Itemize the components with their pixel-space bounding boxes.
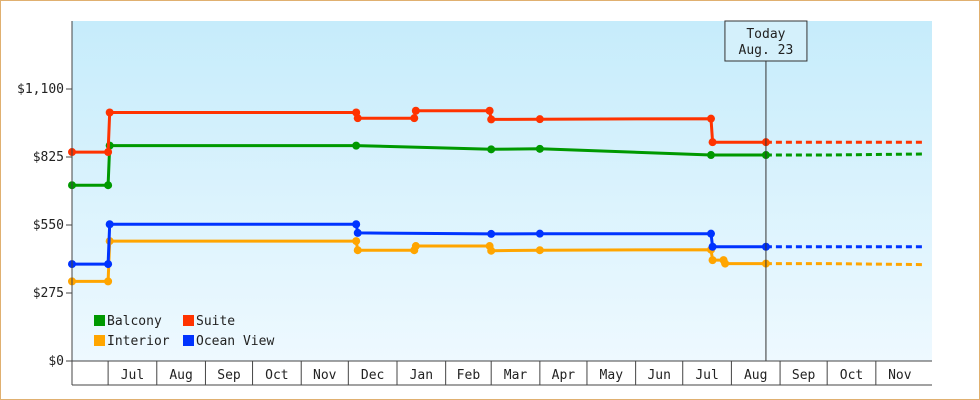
series-point	[353, 114, 362, 123]
x-tick-label: Oct	[840, 368, 863, 383]
x-tick-label: Nov	[888, 368, 912, 383]
series-point	[352, 237, 361, 246]
x-tick-label: Jun	[647, 368, 670, 383]
series-point	[353, 228, 362, 237]
y-tick-label: $550	[33, 218, 64, 233]
series-point	[487, 246, 496, 255]
legend-label: Suite	[196, 314, 235, 329]
series-layer	[68, 106, 923, 286]
x-tick-label: Nov	[313, 368, 337, 383]
series-forecast-line	[765, 152, 923, 157]
series-point	[535, 144, 544, 153]
series-point	[487, 115, 496, 124]
x-tick-label: Apr	[552, 368, 576, 383]
series-point	[104, 277, 113, 286]
series-forecast-line	[765, 262, 923, 267]
series-point	[411, 242, 420, 251]
legend-swatch	[94, 335, 105, 346]
series-point	[487, 145, 496, 154]
series-point	[708, 256, 717, 265]
series-point	[105, 108, 114, 117]
series-point	[352, 141, 361, 150]
today-label: Today	[746, 27, 785, 42]
y-tick-label: $0	[48, 354, 64, 369]
series-point	[708, 138, 717, 147]
legend-label: Ocean View	[196, 334, 274, 349]
series-point	[411, 106, 420, 115]
x-tick-label: Sep	[217, 368, 241, 383]
x-tick-label: Jul	[121, 368, 144, 383]
x-tick-label: Jul	[695, 368, 718, 383]
x-tick-label: Jan	[410, 368, 433, 383]
series-point	[706, 151, 715, 160]
legend-swatch	[183, 335, 194, 346]
legend-swatch	[94, 315, 105, 326]
series-point	[708, 242, 717, 251]
plot-area	[72, 21, 932, 361]
series-line	[72, 144, 766, 187]
series-point	[706, 114, 715, 123]
series-point	[535, 246, 544, 255]
x-tick-label: Aug	[744, 368, 767, 383]
legend-swatch	[183, 315, 194, 326]
series-point	[352, 220, 361, 229]
x-tick-label: Dec	[361, 368, 384, 383]
series-line	[72, 222, 766, 266]
y-tick-label: $1,100	[17, 82, 64, 97]
axes: $0 $275 $550 $825 $1,100 Jul Aug Sep Oct Nov Dec Ja…	[17, 21, 932, 386]
y-tick-label: $275	[33, 286, 64, 301]
series-point	[353, 246, 362, 255]
series-point	[721, 259, 730, 268]
x-tick-label: May	[600, 368, 624, 383]
series-point	[104, 181, 113, 190]
x-tick-label: Mar	[504, 368, 528, 383]
legend-label: Interior	[107, 334, 170, 349]
series-point	[104, 148, 113, 157]
today-box	[724, 20, 808, 62]
x-tick-label: Oct	[265, 368, 288, 383]
legend-label: Balcony	[107, 314, 162, 329]
series-point	[485, 106, 494, 115]
legend: Balcony Suite Interior Ocean View	[94, 314, 274, 349]
today-date-label: Aug. 23	[739, 43, 794, 58]
series-point	[535, 229, 544, 238]
y-tick-label: $825	[33, 150, 64, 165]
series-point	[706, 229, 715, 238]
series-point	[105, 220, 114, 229]
x-tick-label: Feb	[457, 368, 481, 383]
series-point	[487, 229, 496, 238]
series-point	[410, 114, 419, 123]
series-point	[104, 260, 113, 269]
series-point	[535, 115, 544, 124]
x-tick-label: Aug	[169, 368, 192, 383]
x-tick-label: Sep	[792, 368, 816, 383]
